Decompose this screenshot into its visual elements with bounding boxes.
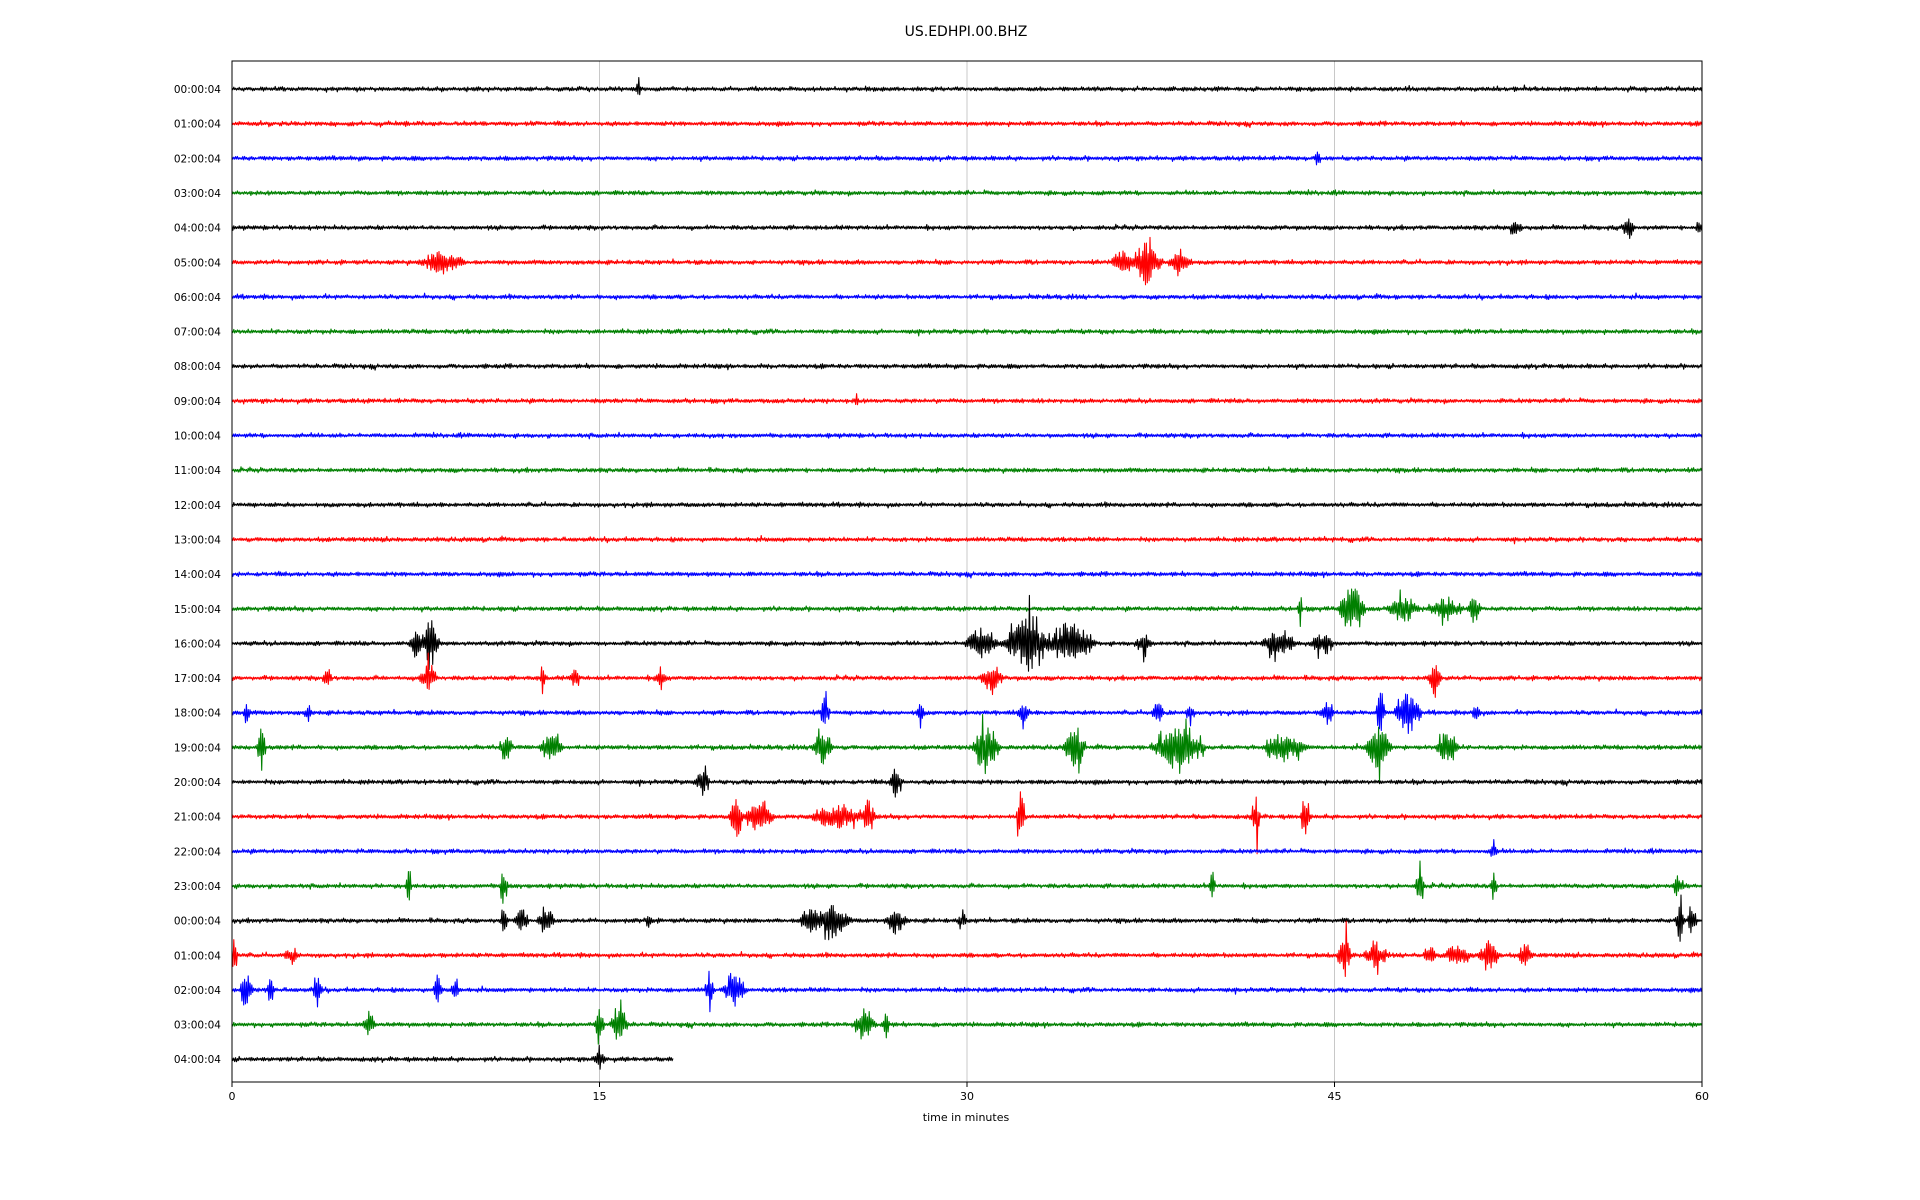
row-label: 12:00:04 — [174, 500, 221, 512]
trace-row-23 — [231, 860, 1703, 904]
row-label: 02:00:04 — [174, 153, 221, 165]
x-tick-label: 45 — [1328, 1090, 1342, 1103]
trace-row-2 — [231, 151, 1703, 166]
trace-row-24 — [231, 894, 1703, 942]
row-label: 14:00:04 — [174, 569, 221, 581]
row-label: 18:00:04 — [174, 708, 221, 720]
row-label: 22:00:04 — [174, 846, 221, 858]
x-tick-label: 30 — [960, 1090, 974, 1103]
trace-row-26 — [231, 970, 1703, 1013]
row-label: 20:00:04 — [174, 777, 221, 789]
trace-row-20 — [231, 765, 1703, 798]
row-label: 04:00:04 — [174, 1054, 221, 1066]
trace-row-15 — [231, 588, 1703, 628]
trace-row-13 — [231, 534, 1703, 545]
trace-row-25 — [231, 920, 1703, 978]
trace-row-3 — [231, 189, 1703, 197]
trace-row-6 — [231, 292, 1703, 301]
row-label: 01:00:04 — [174, 119, 221, 131]
row-label: 01:00:04 — [174, 950, 221, 962]
trace-row-12 — [231, 500, 1703, 509]
row-label: 00:00:04 — [174, 916, 221, 928]
trace-row-0 — [231, 77, 1703, 96]
seismogram-traces — [231, 77, 1703, 1070]
trace-row-19 — [231, 713, 1703, 783]
trace-row-22 — [231, 839, 1703, 857]
x-axis-label: time in minutes — [923, 1111, 1010, 1124]
row-label: 19:00:04 — [174, 742, 221, 754]
trace-row-18 — [231, 690, 1703, 735]
x-tick-label: 60 — [1695, 1090, 1709, 1103]
row-label: 02:00:04 — [174, 985, 221, 997]
row-label: 17:00:04 — [174, 673, 221, 685]
x-tick-label: 15 — [593, 1090, 607, 1103]
trace-row-4 — [231, 218, 1703, 240]
x-tick-label: 0 — [229, 1090, 236, 1103]
row-label: 21:00:04 — [174, 812, 221, 824]
row-label: 04:00:04 — [174, 223, 221, 235]
trace-row-9 — [231, 393, 1703, 406]
row-label: 13:00:04 — [174, 534, 221, 546]
trace-row-7 — [231, 327, 1703, 337]
row-label: 05:00:04 — [174, 257, 221, 269]
vertical-gridlines — [599, 61, 1335, 1082]
trace-row-10 — [231, 431, 1703, 440]
row-label: 08:00:04 — [174, 361, 221, 373]
trace-row-16 — [231, 594, 1703, 672]
row-label: 03:00:04 — [174, 1020, 221, 1032]
row-label: 15:00:04 — [174, 604, 221, 616]
row-label: 00:00:04 — [174, 84, 221, 96]
row-label: 23:00:04 — [174, 881, 221, 893]
trace-row-17 — [231, 652, 1703, 698]
row-label: 11:00:04 — [174, 465, 221, 477]
trace-row-28 — [231, 1044, 674, 1070]
chart-title: US.EDHPI.00.BHZ — [905, 24, 1028, 40]
row-label: 06:00:04 — [174, 292, 221, 304]
trace-row-1 — [231, 120, 1703, 129]
trace-row-27 — [231, 999, 1703, 1045]
row-label: 16:00:04 — [174, 638, 221, 650]
trace-row-11 — [231, 466, 1703, 474]
row-label: 03:00:04 — [174, 188, 221, 200]
trace-row-8 — [231, 362, 1703, 371]
row-label: 07:00:04 — [174, 327, 221, 339]
trace-row-5 — [231, 236, 1703, 286]
row-label: 09:00:04 — [174, 396, 221, 408]
x-axis: 0 15 30 45 60 — [229, 1082, 1709, 1103]
trace-row-21 — [231, 791, 1703, 855]
row-time-labels: 00:00:04 01:00:04 02:00:04 03:00:04 04:00:04… — [174, 84, 221, 1066]
row-label: 10:00:04 — [174, 431, 221, 443]
trace-row-14 — [231, 570, 1703, 579]
